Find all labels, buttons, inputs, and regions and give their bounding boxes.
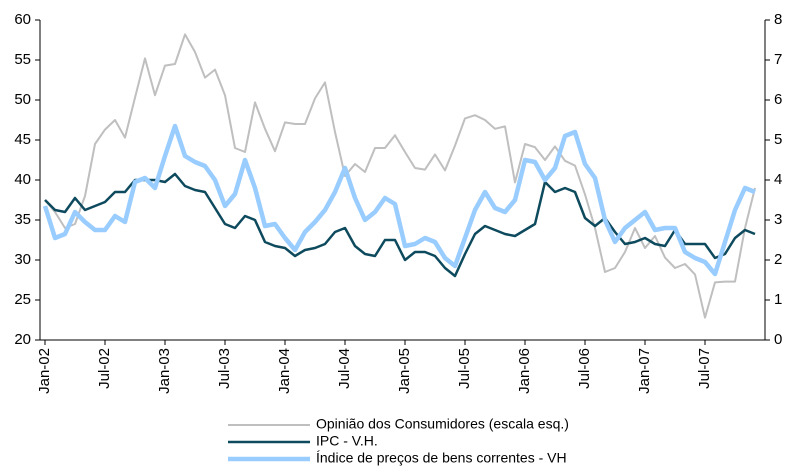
series-line [42, 123, 756, 277]
series-line [44, 33, 756, 319]
y-tick-label: 55 [14, 51, 31, 68]
x-tick-label: Jul-04 [336, 348, 353, 389]
legend-label: Opinião dos Consumidores (escala esq.) [316, 416, 569, 432]
x-tick-label: Jan-05 [396, 348, 413, 394]
series-line [44, 172, 756, 278]
y-tick-label: 35 [14, 211, 31, 228]
y2-tick-label: 6 [774, 91, 782, 108]
y-tick-label: 40 [14, 171, 31, 188]
x-tick-label: Jan-06 [516, 348, 533, 394]
y2-tick-label: 8 [774, 11, 782, 28]
y-tick-label: 25 [14, 291, 31, 308]
y-tick-label: 50 [14, 91, 31, 108]
legend-label: IPC - V.H. [316, 433, 378, 449]
y-tick-label: 30 [14, 251, 31, 268]
y2-tick-label: 4 [774, 171, 782, 188]
y2-tick-label: 3 [774, 211, 782, 228]
y2-tick-label: 1 [774, 291, 782, 308]
x-tick-label: Jan-03 [156, 348, 173, 394]
y2-tick-label: 7 [774, 51, 782, 68]
y2-tick-label: 0 [774, 331, 782, 348]
y2-tick-label: 2 [774, 251, 782, 268]
y-tick-label: 60 [14, 11, 31, 28]
x-tick-label: Jul-02 [96, 348, 113, 389]
y-tick-label: 20 [14, 331, 31, 348]
x-tick-label: Jan-02 [36, 348, 53, 394]
x-tick-label: Jul-03 [216, 348, 233, 389]
y2-tick-label: 5 [774, 131, 782, 148]
x-tick-label: Jan-04 [276, 348, 293, 394]
x-tick-label: Jul-07 [696, 348, 713, 389]
x-tick-label: Jul-05 [456, 348, 473, 389]
x-tick-label: Jul-06 [576, 348, 593, 389]
y-tick-label: 45 [14, 131, 31, 148]
legend-label: Índice de preços de bens correntes - VH [316, 450, 567, 466]
x-tick-label: Jan-07 [636, 348, 653, 394]
